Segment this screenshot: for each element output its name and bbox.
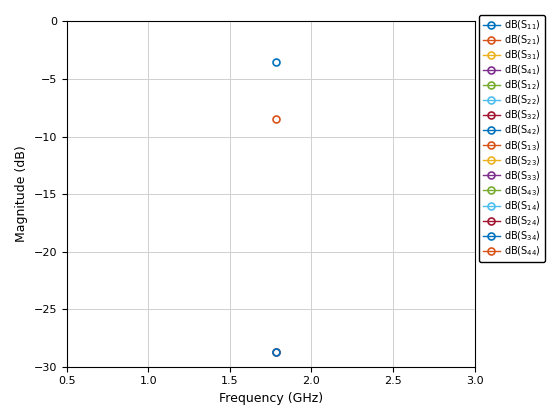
X-axis label: Frequency (GHz): Frequency (GHz) [218, 392, 323, 405]
Y-axis label: Magnitude (dB): Magnitude (dB) [15, 146, 28, 242]
Legend: dB(S$_{11}$), dB(S$_{21}$), dB(S$_{31}$), dB(S$_{41}$), dB(S$_{12}$), dB(S$_{22}: dB(S$_{11}$), dB(S$_{21}$), dB(S$_{31}$)… [479, 15, 545, 262]
